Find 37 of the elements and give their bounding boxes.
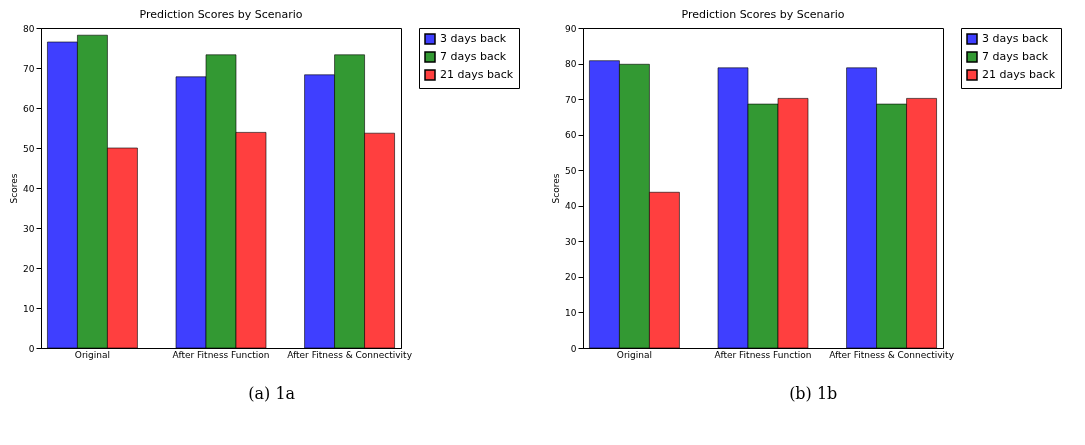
y-tick-label: 60 <box>564 130 577 141</box>
y-tick-label: 70 <box>23 63 35 74</box>
text: (a) 1a <box>247 384 297 403</box>
y-tick-label: 40 <box>23 183 35 194</box>
x-tick-label: Original <box>616 349 652 360</box>
y-axis-title: Scores <box>550 173 561 204</box>
x-tick-label: After Fitness Function <box>172 349 270 360</box>
y-tick-label: 80 <box>23 23 35 34</box>
legend-label: 3 days back <box>440 32 507 45</box>
chart-title: Prediction Scores by Scenario <box>139 8 303 21</box>
legend-label: 7 days back <box>981 50 1049 63</box>
y-tick-label: 30 <box>564 236 577 247</box>
x-tick-label: After Fitness & Connectivity <box>828 349 955 360</box>
y-axis-title: Scores <box>9 173 20 204</box>
y-tick-label: 70 <box>564 94 577 105</box>
y-tick-label: 50 <box>564 165 577 176</box>
x-tick-label: After Fitness Function <box>714 349 811 360</box>
y-tick-label: 90 <box>564 23 577 34</box>
chart-title: Prediction Scores by Scenario <box>681 8 845 21</box>
legend-label: 3 days back <box>981 32 1049 45</box>
y-tick-label: 30 <box>23 223 35 234</box>
y-tick-label: 10 <box>564 307 577 318</box>
y-tick-label: 10 <box>23 303 35 314</box>
y-tick-label: 40 <box>564 201 577 212</box>
text: (b) 1b <box>788 384 839 403</box>
y-tick-label: 0 <box>570 343 577 354</box>
x-tick-label: After Fitness & Connectivity <box>287 349 413 360</box>
y-tick-label: 20 <box>23 263 35 274</box>
legend-label: 7 days back <box>440 50 507 63</box>
x-tick-label: Original <box>74 349 111 360</box>
y-tick-label: 80 <box>564 59 577 70</box>
legend-label: 21 days back <box>440 68 514 81</box>
y-tick-label: 20 <box>564 272 577 283</box>
y-tick-label: 50 <box>23 143 35 154</box>
y-tick-label: 0 <box>28 343 35 354</box>
legend-label: 21 days back <box>981 68 1056 81</box>
y-tick-label: 60 <box>23 103 35 114</box>
